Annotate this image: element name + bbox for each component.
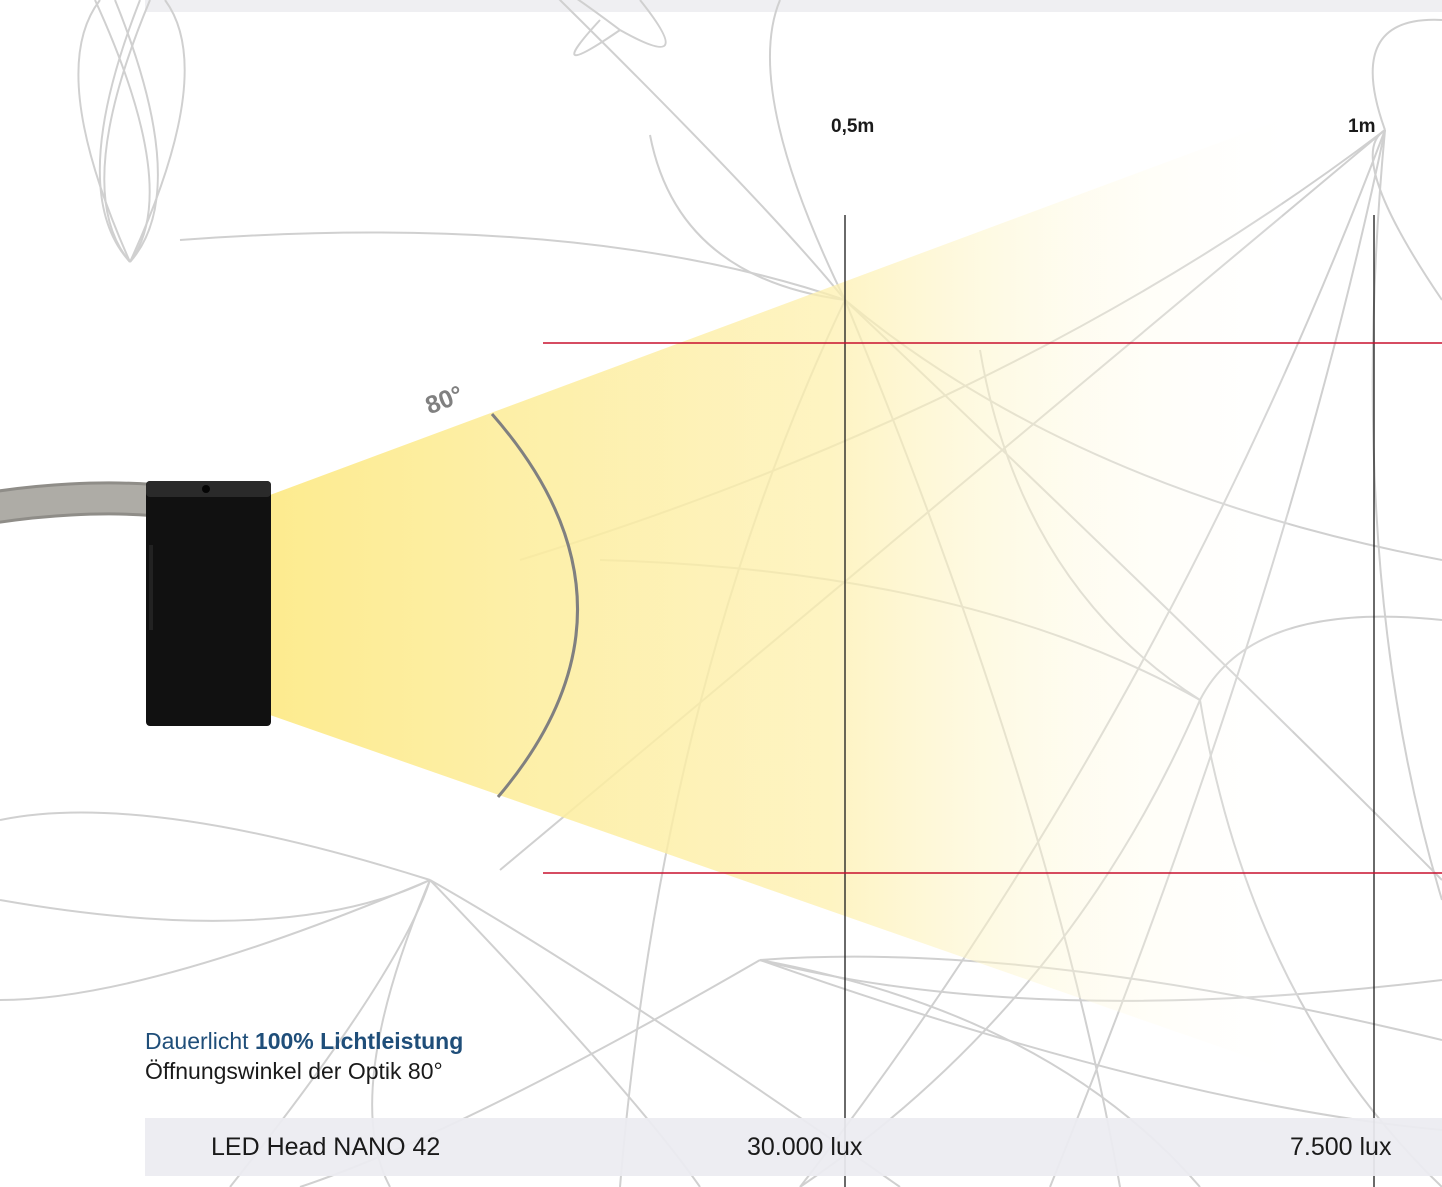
pattern-stroke: [1371, 18, 1442, 131]
pattern-stroke: [179, 231, 846, 301]
caption-subtitle: Öffnungswinkel der Optik 80°: [145, 1058, 443, 1084]
pattern-stroke: [768, 0, 846, 301]
pattern-stroke: [558, 0, 621, 31]
pattern-stroke: [649, 134, 846, 301]
pattern-stroke: [0, 811, 431, 881]
pattern-stroke: [129, 0, 186, 263]
pattern-stroke: [77, 0, 131, 263]
pattern-stroke: [759, 959, 1442, 1002]
pattern-stroke: [0, 879, 431, 1001]
pattern-stroke: [1371, 129, 1442, 901]
caption-emphasis: 100% Lichtleistung: [254, 1028, 464, 1054]
led-head-icon: [0, 481, 271, 726]
spec-row: LED Head NANO 42 30.000 lux 7.500 lux: [145, 1118, 1442, 1176]
pattern-stroke: [619, 0, 667, 48]
pattern-stroke: [559, 0, 846, 301]
product-name: LED Head NANO 42: [211, 1133, 441, 1161]
caption-prefix: Dauerlicht: [145, 1028, 255, 1054]
pattern-stroke: [94, 0, 151, 263]
lux-at-05m: 30.000 lux: [747, 1133, 863, 1161]
top-band: [145, 0, 1442, 12]
distance-label-05m: 0,5m: [831, 116, 875, 137]
distance-label-1m: 1m: [1348, 116, 1376, 137]
light-beam: [270, 120, 1300, 1075]
pattern-stroke: [573, 19, 621, 56]
angle-arc: [490, 413, 579, 798]
pattern-stroke: [98, 0, 141, 263]
caption: Dauerlicht 100% Lichtleistung Öffnungswi…: [145, 1026, 463, 1086]
caption-title: Dauerlicht 100% Lichtleistung: [145, 1026, 463, 1056]
pattern-stroke: [1371, 129, 1442, 301]
lux-at-1m: 7.500 lux: [1290, 1133, 1392, 1161]
pattern-stroke: [103, 0, 151, 263]
